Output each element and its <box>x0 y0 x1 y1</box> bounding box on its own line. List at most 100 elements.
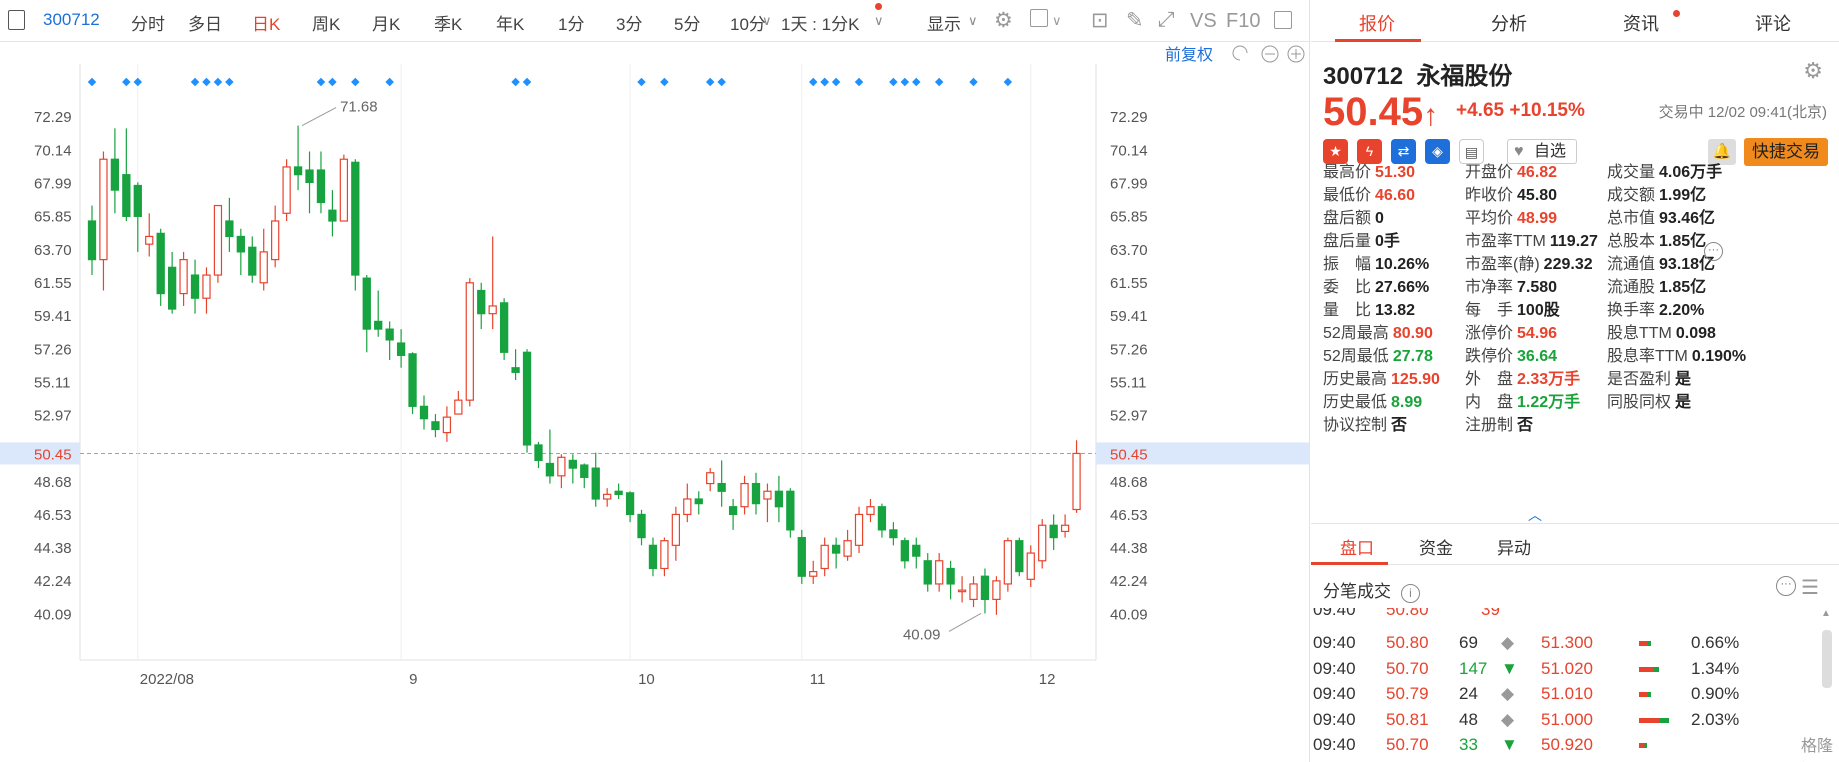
panel-icon[interactable] <box>1274 11 1292 29</box>
scrollbar[interactable] <box>1822 630 1832 688</box>
collapse-icon[interactable]: ︿ <box>1528 507 1542 523</box>
stock-code[interactable]: 300712 <box>43 10 100 29</box>
chevron-down-icon[interactable]: ∨ <box>762 13 772 28</box>
sidebar-toggle-icon[interactable] <box>8 10 25 30</box>
tag-icon[interactable]: ◈ <box>1425 139 1450 164</box>
period-tab[interactable]: 3分 <box>616 15 643 34</box>
stat-0-7: 52周最高 80.90 <box>1323 319 1433 343</box>
chevron-down-icon[interactable]: ∨ <box>874 13 884 28</box>
stat-2-2: 总市值 93.46亿 <box>1607 204 1715 228</box>
level-price: 50.920 <box>1541 735 1593 754</box>
lightning-icon[interactable]: ϟ <box>1357 139 1382 164</box>
max-label: 71.68 <box>340 99 378 116</box>
tab-news[interactable]: 资讯 <box>1623 14 1659 34</box>
candlestick-svg: 72.29 72.29 70.14 70.14 67.99 67.99 65.85 65.85… <box>0 45 1310 688</box>
candle-body <box>946 567 955 585</box>
stat-2-5: 流通股 1.85亿 <box>1607 273 1706 297</box>
camera-icon[interactable]: ⊡ <box>1091 9 1109 32</box>
square-icon[interactable] <box>1030 9 1048 27</box>
interval-select[interactable]: 1天 : 1分K <box>781 15 860 34</box>
candle-body <box>374 320 383 330</box>
quick-trade-button[interactable]: 快捷交易 <box>1744 138 1828 166</box>
chevron-down-icon[interactable]: ∨ <box>1052 13 1062 28</box>
candle-body <box>751 482 761 505</box>
info-icon[interactable]: i <box>1401 584 1420 603</box>
period-tab[interactable]: 年K <box>496 15 525 34</box>
y-tick-label-right: 70.14 <box>1110 142 1148 159</box>
candle-body <box>328 209 337 222</box>
stat-2-4: 流通值 93.18亿 <box>1607 250 1715 274</box>
stat-value: 1.85亿 <box>1659 279 1707 296</box>
chevron-down-icon[interactable]: ∨ <box>968 13 978 28</box>
candle-body <box>465 282 474 401</box>
candle-body <box>648 544 658 570</box>
period-tab-active[interactable]: 日K <box>252 15 281 34</box>
stat-value: 2.20% <box>1659 302 1705 319</box>
period-tab[interactable]: 1分 <box>558 15 585 34</box>
bell-icon[interactable]: 🔔 <box>1708 139 1736 165</box>
stat-value: 是 <box>1675 394 1692 411</box>
stat-0-11: 协议控制否 <box>1323 411 1407 435</box>
tick-time: 09:40 <box>1313 608 1356 619</box>
note-icon[interactable]: ▤ <box>1459 139 1484 164</box>
event-marker <box>705 77 715 87</box>
event-marker <box>122 77 131 87</box>
stat-value: 1.85亿 <box>1659 233 1707 250</box>
period-tab[interactable]: 周K <box>312 15 341 34</box>
stat-value: 1.22万手 <box>1517 394 1581 411</box>
stat-2-8: 股息率TTM 0.190% <box>1607 342 1746 366</box>
stat-label: 市净率 <box>1465 279 1514 296</box>
f10-button[interactable]: F10 <box>1226 10 1261 32</box>
candle-body <box>866 506 875 516</box>
event-marker <box>351 77 360 87</box>
pen-icon[interactable]: ✎ <box>1126 9 1144 32</box>
period-tab[interactable]: 5分 <box>674 15 701 34</box>
vs-button[interactable]: VS <box>1190 10 1217 32</box>
period-tab[interactable]: 多日 <box>188 15 222 34</box>
event-marker <box>854 77 864 87</box>
scroll-up-icon[interactable]: ▲ <box>1821 608 1831 619</box>
stat-value: 45.80 <box>1517 187 1558 204</box>
stat-label: 量 比 <box>1323 302 1372 319</box>
china-flag-icon[interactable]: ★ <box>1323 139 1348 164</box>
candle-body <box>637 513 646 539</box>
level-percent: 0.90% <box>1691 684 1740 703</box>
settings-icon[interactable]: ⚙ <box>994 9 1013 32</box>
subtab-abnormal[interactable]: 异动 <box>1497 539 1531 558</box>
tab-comments[interactable]: 评论 <box>1755 14 1791 34</box>
candle-body <box>820 544 829 570</box>
event-marker <box>820 77 829 87</box>
display-menu[interactable]: 显示 <box>927 15 961 34</box>
list-menu-icon[interactable]: ☰ <box>1801 577 1819 599</box>
period-tab[interactable]: 10分 <box>730 15 766 34</box>
period-tab[interactable]: 分时 <box>131 15 165 34</box>
subtab-funds[interactable]: 资金 <box>1419 539 1453 558</box>
more-icon[interactable]: ··· <box>1704 242 1723 261</box>
add-watchlist-button[interactable]: ♥ 自选 <box>1507 139 1577 164</box>
y-tick-label-left: 55.11 <box>34 374 70 391</box>
stat-1-1: 昨收价 45.80 <box>1465 181 1557 205</box>
last-price: 50.45↑ <box>1323 90 1438 135</box>
kline-chart[interactable]: 72.29 72.29 70.14 70.14 67.99 67.99 65.85 65.85… <box>0 42 1310 762</box>
tick-price: 50.80 <box>1386 633 1429 652</box>
candle-body <box>236 235 245 253</box>
level-percent: 1.34% <box>1691 658 1740 678</box>
period-tab[interactable]: 月K <box>372 15 401 34</box>
period-tab[interactable]: 季K <box>434 15 463 34</box>
subtab-pankou[interactable]: 盘口 <box>1340 539 1374 558</box>
y-tick-label-left: 42.24 <box>34 573 72 590</box>
y-tick-label-left: 57.26 <box>34 341 72 358</box>
more-options-icon[interactable]: ··· <box>1776 576 1796 596</box>
tab-quote[interactable]: 报价 <box>1359 14 1395 34</box>
stat-label: 盘后额 <box>1323 210 1372 227</box>
stat-label: 昨收价 <box>1465 187 1514 204</box>
fullscreen-icon[interactable]: ⤢ <box>1158 8 1175 31</box>
settings-icon[interactable]: ⚙ <box>1803 58 1823 83</box>
candle-body <box>122 174 131 217</box>
stat-value: 8.99 <box>1391 394 1423 411</box>
candle-body <box>248 246 257 276</box>
candle-body <box>282 166 291 214</box>
shuffle-icon[interactable]: ⇄ <box>1391 139 1416 164</box>
tab-analysis[interactable]: 分析 <box>1491 14 1527 34</box>
